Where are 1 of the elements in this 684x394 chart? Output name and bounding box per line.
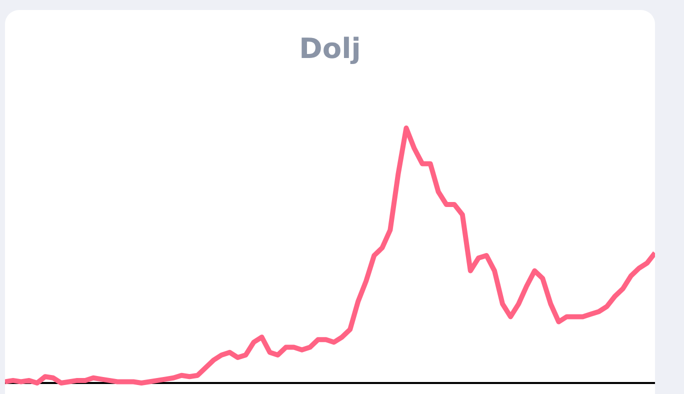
chart-title: Dolj	[298, 32, 362, 65]
